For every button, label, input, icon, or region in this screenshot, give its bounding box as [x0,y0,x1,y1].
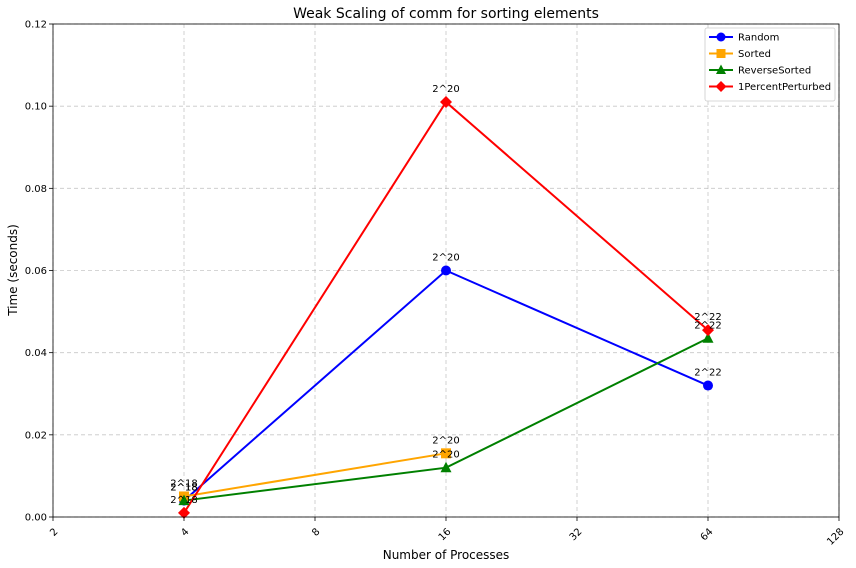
marker-diamond [715,81,727,92]
x-tick-label: 2 [48,526,60,538]
y-tick-label: 0.00 [25,513,47,524]
marker-triangle [716,64,726,74]
point-annotations: 2^182^202^222^182^202^182^202^222^182^20… [170,84,721,506]
marker-circle [716,32,726,42]
legend-label: ReverseSorted [738,66,811,77]
point-label: 2^20 [432,450,459,461]
legend-label: Random [738,33,779,44]
x-axis: 2 4 8 16 32 64 128 [48,517,847,548]
x-tick-label: 4 [179,526,191,538]
marker-diamond [702,324,714,337]
point-label: 2^22 [694,312,721,323]
point-label: 2^18 [170,495,197,506]
legend: Random Sorted ReverseSorted 1PercentPerturb… [704,27,836,102]
y-axis-label: Time (seconds) [6,224,20,317]
marker-diamond [178,506,190,519]
point-label: 2^18 [170,483,197,494]
x-tick-label: 8 [310,526,322,538]
point-label: 2^20 [432,435,459,446]
y-tick-label: 0.02 [25,430,47,441]
marker-triangle [178,494,190,506]
legend-box [704,27,836,102]
marker-triangle [702,332,714,343]
y-tick-label: 0.06 [25,266,47,277]
point-label: 2^20 [432,84,459,95]
series-markers [178,96,714,519]
x-tick-label: 128 [825,526,846,547]
x-tick-label: 32 [568,526,585,543]
x-tick-label: 64 [699,526,716,543]
point-label: 2^18 [170,483,197,494]
series-line [183,452,447,498]
legend-label: 1PercentPerturbed [738,82,831,93]
x-axis-label: Number of Processes [383,548,510,562]
marker-triangle [440,461,452,473]
y-tick-label: 0.08 [25,184,47,195]
y-axis: 0.00 0.02 0.04 0.06 0.08 0.10 0.12 [25,20,53,524]
x-tick-label: 16 [437,526,454,543]
legend-label: Sorted [738,49,771,60]
marker-square [716,49,726,58]
marker-diamond [440,96,452,109]
point-label: 2^18 [170,478,197,489]
marker-circle [441,265,451,276]
y-tick-label: 0.10 [25,102,47,113]
marker-circle [703,380,713,391]
chart-title: Weak Scaling of comm for sorting element… [293,6,599,22]
y-tick-label: 0.04 [25,348,47,359]
marker-square [441,448,451,459]
y-tick-label: 0.12 [25,20,47,31]
point-label: 2^22 [694,368,721,379]
point-label: 2^20 [432,253,459,264]
point-label: 2^22 [694,320,721,331]
